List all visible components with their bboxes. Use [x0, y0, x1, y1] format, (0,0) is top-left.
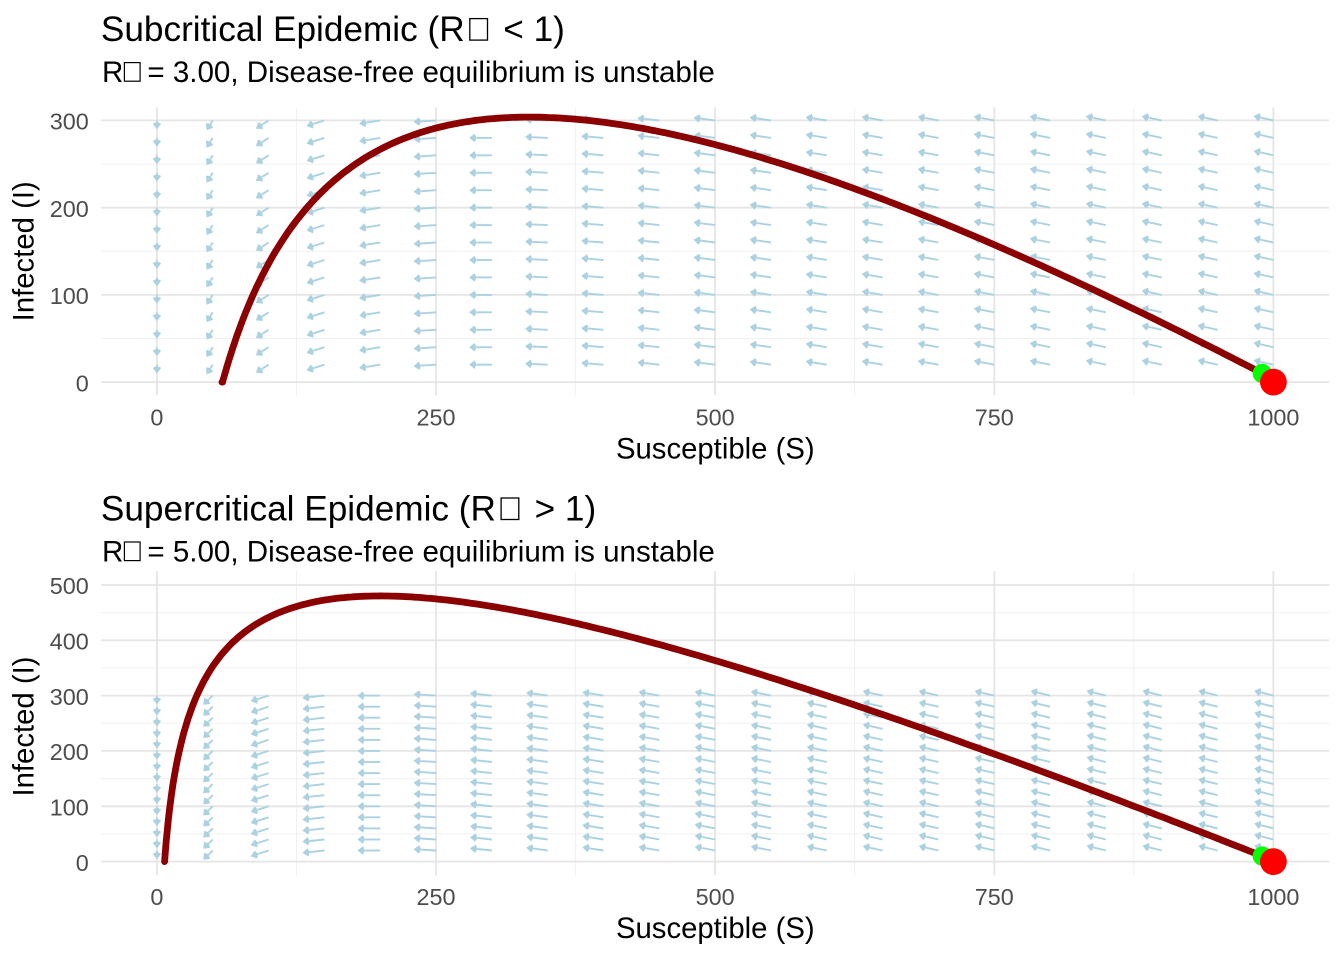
svg-text:400: 400 — [50, 629, 89, 655]
svg-text:0: 0 — [76, 850, 89, 876]
svg-text:0: 0 — [76, 370, 89, 396]
svg-text:Susceptible (S): Susceptible (S) — [616, 912, 815, 945]
svg-text:1000: 1000 — [1247, 884, 1299, 910]
svg-text:< 1): < 1) — [494, 10, 565, 49]
svg-text:200: 200 — [50, 196, 89, 222]
svg-text:100: 100 — [50, 283, 89, 309]
svg-text:Infected (I): Infected (I) — [8, 181, 41, 321]
svg-text:> 1): > 1) — [525, 489, 596, 528]
svg-text:100: 100 — [50, 795, 89, 821]
svg-text:500: 500 — [696, 884, 735, 910]
svg-text:500: 500 — [696, 405, 735, 431]
svg-text:750: 750 — [975, 405, 1014, 431]
svg-text:250: 250 — [416, 405, 455, 431]
svg-text:R: R — [102, 56, 123, 89]
svg-text:= 5.00, Disease-free equilibri: = 5.00, Disease-free equilibrium is unst… — [139, 535, 715, 568]
svg-text:= 3.00, Disease-free equilibri: = 3.00, Disease-free equilibrium is unst… — [139, 56, 715, 89]
svg-text:R: R — [102, 535, 123, 568]
svg-text:200: 200 — [50, 739, 89, 765]
svg-text:0: 0 — [150, 884, 163, 910]
svg-text:250: 250 — [416, 884, 455, 910]
svg-text:500: 500 — [50, 573, 89, 599]
svg-text:300: 300 — [50, 684, 89, 710]
svg-text:Susceptible (S): Susceptible (S) — [616, 433, 815, 466]
svg-text:750: 750 — [975, 884, 1014, 910]
svg-text:0: 0 — [150, 405, 163, 431]
svg-text:Supercritical Epidemic (R: Supercritical Epidemic (R — [101, 489, 496, 528]
svg-text:300: 300 — [50, 109, 89, 135]
svg-text:Subcritical Epidemic (R: Subcritical Epidemic (R — [101, 10, 465, 49]
svg-text:Infected (I): Infected (I) — [8, 656, 41, 796]
svg-text:1000: 1000 — [1247, 405, 1299, 431]
